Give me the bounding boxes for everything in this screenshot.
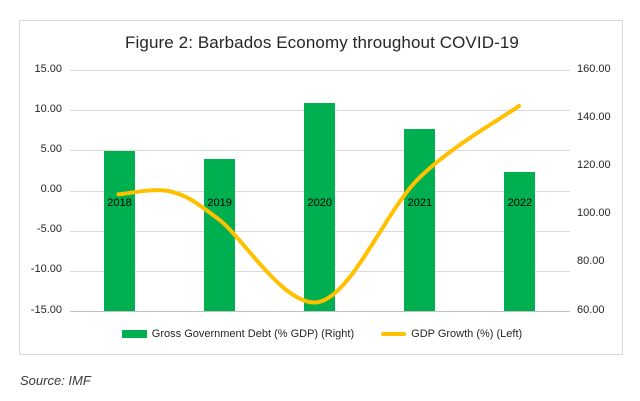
gridline [69,70,570,71]
category-label-2018: 2018 [107,196,132,209]
left-axis-tick-label: 0.00 [40,183,62,195]
legend-label-gdp-growth: GDP Growth (%) (Left) [411,328,523,340]
legend-label-debt: Gross Government Debt (% GDP) (Right) [151,328,355,340]
x-axis-line [69,311,570,312]
source-note: Source: IMF [20,373,91,388]
chart-frame: Figure 2: Barbados Economy throughout CO… [19,20,623,355]
chart-title: Figure 2: Barbados Economy throughout CO… [125,33,519,52]
category-label-2022: 2022 [507,196,533,209]
left-axis-tick-label: -5.00 [36,223,62,236]
left-axis-tick-label: 10.00 [34,102,62,115]
left-axis-tick-label: -15.00 [30,303,62,316]
right-axis-tick-label: 80.00 [577,255,605,268]
right-axis-tick-label: 60.00 [577,303,605,316]
left-axis-tick-label: 5.00 [40,142,62,155]
category-label-2021: 2021 [407,196,433,209]
legend-item-debt: Gross Government Debt (% GDP) (Right) [121,328,355,340]
right-axis-tick-label: 100.00 [577,207,611,220]
bar-series-swatch-icon [121,330,147,338]
left-axis-tick-label: 15.00 [34,62,62,75]
category-label-2019: 2019 [207,196,232,209]
legend: Gross Government Debt (% GDP) (Right) GD… [20,328,624,340]
right-axis-tick-label: 140.00 [577,110,611,123]
debt-bar-2022 [504,172,536,311]
right-axis-tick-label: 120.00 [577,158,611,171]
line-series-swatch-icon [381,332,407,336]
debt-bar-2019 [204,159,236,311]
debt-bar-2018 [104,151,136,311]
category-label-2020: 2020 [307,196,332,209]
right-axis-tick-label: 160.00 [577,62,611,75]
left-axis-tick-label: -10.00 [30,263,62,276]
legend-item-gdp-growth: GDP Growth (%) (Left) [381,328,522,340]
debt-bar-2021 [404,129,436,311]
